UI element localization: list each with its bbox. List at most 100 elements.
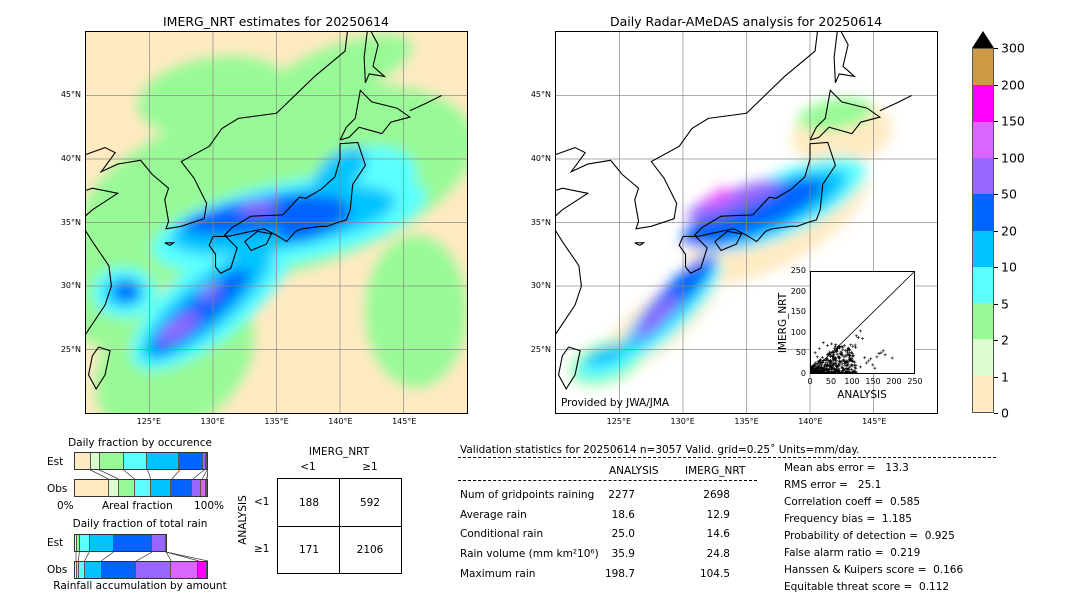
- fraction-segment: [76, 535, 81, 551]
- coastline-taiwan: [559, 347, 581, 389]
- scatter-point: [813, 369, 817, 373]
- scatter-point: [834, 343, 838, 347]
- scatter-point: [834, 356, 838, 360]
- coastline-kuril: [880, 96, 912, 111]
- rain-est-label: Est: [47, 537, 64, 549]
- scatter-point: [837, 356, 841, 360]
- rain-contour: [681, 178, 824, 246]
- scatter-point: [821, 341, 825, 345]
- stat-analysis-value: 25.0: [611, 528, 635, 541]
- occ-obs-label: Obs: [47, 483, 68, 495]
- row-label-ge1: ≥1: [254, 543, 270, 555]
- scatter-point: [825, 344, 829, 348]
- scatter-x-tick: 0: [807, 377, 813, 386]
- fraction-link-line: [166, 552, 208, 561]
- scatter-point: [854, 345, 858, 349]
- colorbar-label: 200: [1001, 77, 1025, 92]
- scatter-point: [830, 370, 834, 374]
- colorbar-tick: [994, 48, 998, 49]
- scatter-point: [846, 359, 850, 363]
- stat-imerg-value: 12.9: [706, 508, 730, 521]
- score-item: False alarm ratio = 0.219: [784, 547, 921, 559]
- scatter-point: [829, 366, 833, 370]
- coastline-shikoku: [245, 231, 272, 250]
- scatter-y-tick: 250: [790, 266, 806, 275]
- coastline-shikoku: [715, 231, 742, 250]
- fraction-segment: [147, 453, 179, 469]
- scatter-point: [850, 352, 854, 356]
- rain-contour: [115, 280, 139, 302]
- scatter-point: [835, 365, 839, 369]
- scatter-point: [840, 351, 844, 355]
- colorbar-tick: [994, 376, 998, 378]
- stats-divider: [458, 457, 996, 458]
- coastline-honshu: [694, 142, 835, 241]
- scatter-point: [831, 358, 835, 362]
- lon-tick-label: 130°E: [200, 417, 225, 426]
- cell-hits: 2106: [356, 544, 384, 556]
- fraction-segment: [171, 480, 193, 496]
- scatter-point: [856, 335, 860, 339]
- cell-false-alarms: 592: [359, 497, 381, 509]
- coastline-sakhalin: [834, 32, 854, 83]
- scatter-point: [883, 353, 887, 357]
- scatter-point: [865, 361, 869, 365]
- fraction-segment: [179, 453, 203, 469]
- scatter-point: [813, 351, 817, 355]
- colorbar-label: 1: [1001, 369, 1009, 384]
- scatter-point: [839, 353, 843, 357]
- fraction-segment: [85, 562, 102, 578]
- scatter-point: [825, 364, 829, 368]
- scatter-point: [818, 360, 822, 364]
- scatter-ylabel: IMERG_NRT: [777, 292, 789, 354]
- scatter-point: [851, 363, 855, 367]
- lat-tick-label: 40°N: [530, 153, 551, 163]
- scatter-point: [846, 361, 850, 365]
- scatter-point: [890, 356, 894, 360]
- rain-contour: [635, 295, 680, 340]
- row-label-lt1: <1: [254, 496, 270, 508]
- fraction-segment: [91, 453, 101, 469]
- scatter-point: [810, 366, 814, 370]
- scatter-point: [845, 363, 849, 367]
- scatter-point: [849, 343, 853, 347]
- coastline-mainland: [86, 32, 349, 229]
- score-item: Equitable threat score = 0.112: [784, 581, 950, 593]
- col-header-analysis: ANALYSIS: [609, 465, 659, 477]
- total-rain-title: Daily fraction of total rain: [72, 518, 208, 530]
- scatter-point: [838, 360, 842, 364]
- rain-contour: [182, 194, 346, 235]
- fraction-segment: [75, 453, 92, 469]
- colorbar-tick: [994, 194, 998, 195]
- scatter-point: [842, 343, 846, 347]
- scatter-point: [820, 363, 824, 367]
- coastlines: [556, 32, 912, 389]
- colorbar-label: 5: [1001, 296, 1009, 311]
- scatter-point: [832, 350, 836, 354]
- scatter-point: [851, 354, 855, 358]
- scatter-plot: [809, 271, 915, 375]
- colorbar-label: 150: [1001, 113, 1025, 129]
- colorbar-segment: [973, 157, 993, 195]
- credit-text: Provided by JWA/JMA: [561, 397, 670, 409]
- scatter-point: [858, 329, 862, 333]
- fraction-segment: [118, 480, 135, 496]
- imerg-map: [85, 31, 468, 414]
- scatter-point: [834, 359, 838, 363]
- rain-contour: [365, 235, 467, 388]
- lat-tick-label: 25°N: [530, 345, 551, 355]
- lon-tick-label: 145°E: [862, 417, 887, 426]
- scatter-point: [832, 346, 836, 350]
- coastlines: [86, 32, 442, 389]
- scatter-point: [824, 357, 828, 361]
- colorbar-segment: [973, 266, 993, 304]
- fraction-segment: [134, 480, 151, 496]
- scatter-point: [817, 347, 821, 351]
- scatter-point: [816, 359, 820, 363]
- scatter-point: [849, 363, 853, 367]
- scatter-point: [847, 351, 851, 355]
- colorbar-label: 300: [1001, 40, 1025, 56]
- fraction-segment: [79, 562, 86, 578]
- lon-tick-label: 130°E: [670, 417, 695, 426]
- col-header-imerg: IMERG_NRT: [685, 465, 746, 477]
